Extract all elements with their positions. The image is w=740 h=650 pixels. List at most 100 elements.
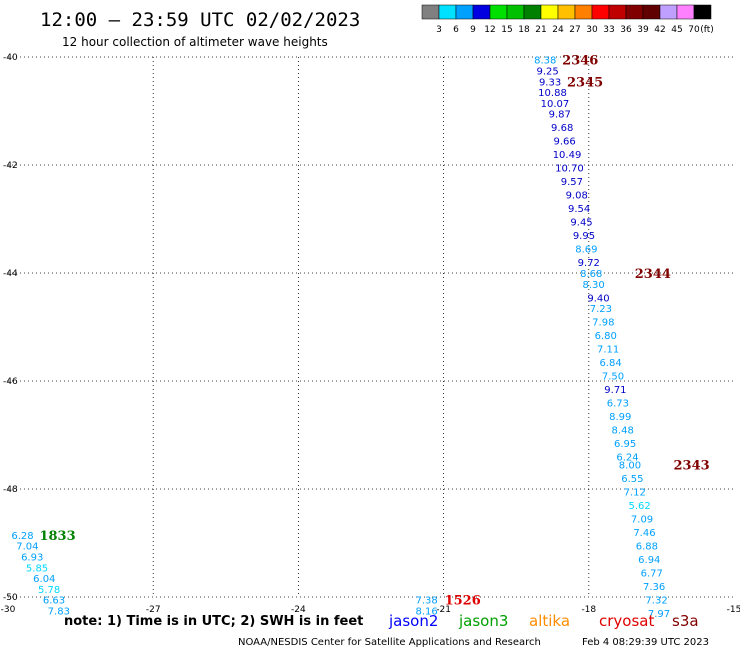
colorbar-swatch (438, 4, 457, 20)
wave-height-label: 6.55 (621, 474, 643, 485)
wave-height-label: 9.87 (549, 110, 571, 121)
wave-height-label: 9.45 (570, 218, 592, 229)
x-tick-label: -18 (581, 605, 596, 615)
pass-time-label: 2345 (567, 75, 603, 90)
colorbar-label: 21 (535, 25, 546, 35)
wave-height-label: 6.88 (636, 542, 658, 553)
x-tick-label: -24 (291, 605, 306, 615)
pass-time-label: 2346 (562, 54, 598, 69)
plot-area: -30 -27 -24 -21 -18 -15 -40 -42 -44 -46 -48 -50 8.38… (1, 53, 740, 620)
wave-height-label: 9.95 (573, 231, 595, 242)
wave-height-label: 8.38 (534, 56, 556, 67)
satellite-jason2: jason2 (388, 612, 438, 630)
colorbar-label: 6 (453, 25, 459, 35)
wave-height-label: 10.70 (555, 164, 584, 175)
wave-height-label: 8.30 (583, 280, 605, 291)
wave-height-label: 9.72 (578, 258, 600, 269)
wave-height-label: 9.33 (539, 77, 561, 88)
satellite-legend: jason2 jason3 altika cryosat s3a (388, 612, 699, 630)
satellite-cryosat: cryosat (599, 612, 654, 630)
colorbar-swatch (676, 4, 695, 20)
wave-height-label: 10.49 (553, 150, 582, 161)
wave-height-label: 7.38 (416, 596, 438, 607)
wave-height-label: 10.07 (541, 99, 570, 110)
x-tick-label: -30 (1, 605, 16, 615)
wave-height-label: 6.94 (638, 555, 660, 566)
wave-height-label: 10.88 (538, 88, 567, 99)
wave-height-label: 6.04 (33, 574, 55, 585)
x-tick-label: -15 (727, 605, 740, 615)
footer-timestamp: Feb 4 08:29:39 UTC 2023 (582, 637, 709, 648)
wave-height-label: 9.40 (587, 293, 609, 304)
wave-height-label: 8.48 (612, 426, 634, 437)
colorbar-swatch (472, 4, 491, 20)
x-tick-label: -21 (436, 605, 451, 615)
wave-height-label: 6.93 (21, 553, 43, 564)
satellite-altika: altika (529, 612, 570, 630)
pass-time-label: 2344 (635, 267, 671, 282)
colorbar-label: 36 (620, 25, 632, 35)
satellite-s3a: s3a (672, 612, 699, 630)
chart-title: 12:00 – 23:59 UTC 02/02/2023 (40, 9, 360, 31)
wave-height-label: 9.66 (553, 137, 575, 148)
colorbar-swatch (625, 4, 644, 20)
wave-height-label: 6.28 (11, 531, 33, 542)
wave-height-label: 9.71 (604, 385, 626, 396)
wave-height-label: 8.99 (609, 412, 631, 423)
pass-time-label: 1526 (445, 594, 481, 609)
colorbar-label: 70 (688, 25, 700, 35)
wave-height-label: 8.00 (619, 461, 641, 472)
colorbar-swatch (523, 4, 542, 20)
y-tick-label: -44 (3, 269, 18, 279)
colorbar-label: 3 (436, 25, 442, 35)
wave-height-label: 6.63 (43, 596, 65, 607)
wave-height-label: 7.46 (633, 528, 655, 539)
colorbar-label: 39 (637, 25, 649, 35)
colorbar-label: 18 (518, 25, 530, 35)
wave-height-label: 9.25 (537, 67, 559, 78)
colorbar-label: 45 (671, 25, 682, 35)
colorbar: 3 6 9 12 15 18 21 24 27 30 33 36 39 42 45 70 (ft) (421, 4, 714, 35)
wave-height-label: 8.68 (580, 269, 602, 280)
footer-credit: NOAA/NESDIS Center for Satellite Applica… (238, 637, 541, 648)
wave-height-label: 9.68 (551, 123, 573, 134)
colorbar-swatch (608, 4, 627, 20)
colorbar-swatch (642, 4, 661, 20)
footer-note: note: 1) Time is in UTC; 2) SWH is in fe… (64, 614, 363, 629)
wave-height-label: 7.97 (648, 609, 670, 620)
wave-height-label: 5.78 (38, 585, 60, 596)
y-tick-label: -50 (3, 593, 18, 603)
wave-height-label: 9.57 (561, 177, 583, 188)
series-cryosat: 7.388.16 (416, 596, 438, 618)
wave-height-label: 7.23 (590, 304, 612, 315)
wave-height-label: 9.54 (568, 204, 590, 215)
colorbar-label: 33 (603, 25, 614, 35)
series-jason3: 6.287.046.935.856.045.786.637.83 (11, 531, 70, 618)
wave-height-label: 7.12 (624, 488, 646, 499)
y-tick-label: -42 (3, 161, 18, 171)
wave-height-label: 7.98 (592, 318, 614, 329)
wave-height-label: 5.85 (26, 563, 48, 574)
x-tick-label: -27 (146, 605, 161, 615)
colorbar-unit: (ft) (700, 25, 714, 35)
wave-height-label: 7.04 (16, 542, 38, 553)
y-tick-label: -46 (3, 377, 18, 387)
wave-height-label: 8.69 (575, 245, 597, 256)
colorbar-swatch (489, 4, 508, 20)
colorbar-swatch (574, 4, 593, 20)
wave-height-label: 6.80 (595, 331, 617, 342)
wave-height-label: 9.08 (566, 191, 588, 202)
wave-height-label: 6.24 (616, 453, 638, 464)
wave-height-label: 7.83 (48, 607, 70, 618)
wave-height-label: 7.50 (602, 372, 624, 383)
colorbar-swatch (591, 4, 610, 20)
colorbar-label: 15 (501, 25, 512, 35)
wave-height-label: 6.84 (599, 358, 621, 369)
wave-height-label: 6.77 (641, 569, 663, 580)
wave-height-label: 6.73 (607, 399, 629, 410)
colorbar-label: 24 (552, 25, 564, 35)
colorbar-swatch (557, 4, 576, 20)
y-tick-label: -48 (3, 485, 18, 495)
